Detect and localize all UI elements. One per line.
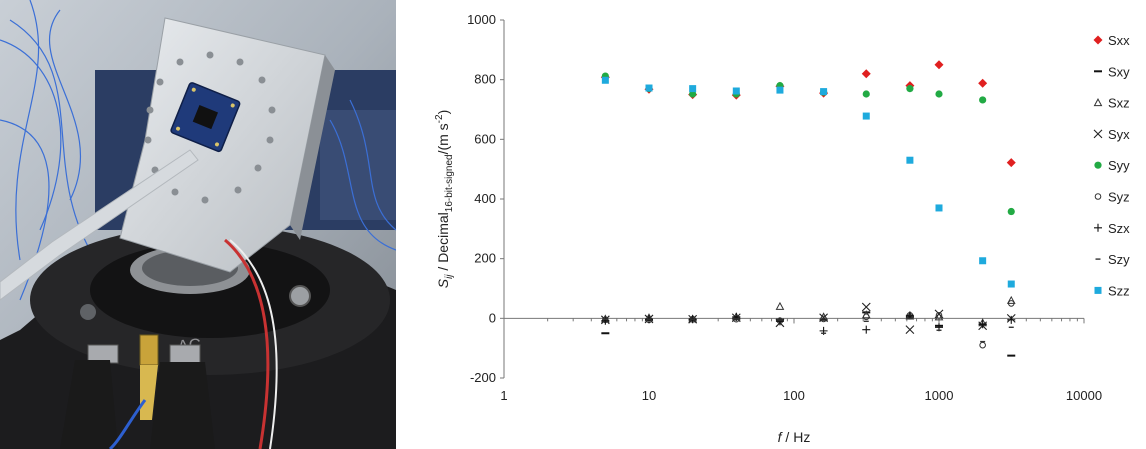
data-point-szz: [979, 257, 987, 265]
data-point-sxx: [934, 60, 944, 70]
data-point-syz: [979, 341, 986, 349]
y-ticks: -200 0 200 400 600 800 1000: [467, 12, 504, 385]
data-point-sxx: [1006, 158, 1016, 168]
x-tick-label: 1000: [925, 388, 954, 403]
data-point-szz: [601, 76, 609, 84]
data-point-szx: [862, 325, 871, 334]
y-axis-decimal-subscript: 16-bit-signed: [444, 154, 455, 212]
data-point-szz: [862, 112, 870, 120]
y-tick-label: 200: [474, 251, 496, 266]
x-tick-labels: 1 10 100 1000 10000: [500, 388, 1102, 403]
data-point-szx: [601, 316, 610, 325]
legend-label-syz: Syz: [1108, 190, 1130, 205]
photo-accelerometer-on-shaker: DC AC: [0, 0, 396, 449]
legend-marker-sxz: [1093, 98, 1103, 107]
data-point-szx: [1007, 315, 1016, 324]
y-axis-symbol: S: [435, 278, 451, 288]
y-axis-symbol-subscript: ij: [444, 274, 455, 279]
x-axis-title: f / Hz: [778, 429, 811, 445]
legend-label-sxz: Sxz: [1108, 96, 1130, 111]
data-point-syy: [979, 96, 987, 104]
x-tick-label: 10: [642, 388, 656, 403]
legend-label-szy: Szy: [1108, 252, 1130, 267]
data-point-syz: [820, 315, 827, 323]
data-point-szz: [732, 87, 740, 95]
data-point-syy: [689, 90, 697, 98]
sensitivity-chart: -200 0 200 400 600 800 1000 1 10 100 1000 10000 Sx…: [404, 0, 1146, 449]
x-tick-label: 1: [500, 388, 507, 403]
data-point-szz: [689, 85, 697, 93]
data-point-szz: [1007, 280, 1015, 288]
data-point-szz: [820, 88, 828, 96]
data-point-syz: [935, 312, 943, 319]
legend-marker-syz: [1094, 193, 1102, 200]
data-points: [600, 60, 1016, 357]
y-axis-decimal: / Decimal: [435, 212, 451, 274]
y-tick-label: -200: [470, 370, 496, 385]
y-tick-label: 400: [474, 191, 496, 206]
x-minor-ticks: [503, 318, 1085, 324]
y-axis-unit-superscript: -2: [434, 114, 445, 123]
data-point-sxz: [934, 312, 944, 321]
legend-label-szz: Szz: [1108, 283, 1130, 298]
y-axis-unit-close: ): [435, 110, 451, 115]
legend-marker-syx: [1093, 129, 1103, 139]
y-tick-label: 600: [474, 131, 496, 146]
y-tick-label: 1000: [467, 12, 496, 27]
data-point-syy: [1007, 207, 1015, 216]
data-point-szz: [935, 204, 943, 212]
legend-label-szx: Szx: [1108, 221, 1130, 236]
x-tick-label: 10000: [1066, 388, 1102, 403]
y-axis-title: Sij / Decimal16-bit-signed/(m s-2): [434, 110, 455, 289]
x-axis-unit: / Hz: [782, 429, 811, 445]
y-tick-label: 0: [489, 310, 496, 325]
data-point-szx: [978, 320, 987, 329]
legend-label-syy: Syy: [1108, 158, 1130, 173]
data-point-szz: [645, 84, 653, 92]
data-point-syz: [862, 313, 870, 321]
legend-label-syx: Syx: [1108, 127, 1130, 142]
legend-marker-szx: [1094, 223, 1102, 232]
data-point-syz: [1007, 300, 1015, 307]
x-axis-symbol: f: [778, 429, 784, 445]
axes: [503, 20, 1084, 378]
data-point-szz: [906, 156, 914, 164]
data-point-sxz: [775, 301, 785, 310]
data-point-syy: [862, 90, 870, 98]
y-axis-unit: /(m s: [435, 123, 451, 154]
data-point-sxx: [978, 78, 988, 88]
data-point-sxz: [1006, 295, 1016, 304]
legend-marker-syy: [1094, 161, 1102, 169]
data-point-syx: [905, 325, 915, 335]
data-point-syx: [861, 302, 871, 312]
legend-label-sxy: Sxy: [1108, 64, 1130, 79]
y-tick-label: 800: [474, 72, 496, 87]
data-point-szz: [776, 86, 784, 94]
data-point-szx: [775, 317, 784, 326]
legend-label-sxx: Sxx: [1108, 33, 1130, 48]
legend-marker-sxx: [1093, 35, 1103, 45]
x-tick-label: 100: [783, 388, 805, 403]
data-point-syy: [935, 90, 943, 98]
data-point-syy: [906, 85, 914, 93]
legend-marker-szz: [1094, 286, 1102, 294]
data-point-sxx: [861, 69, 871, 79]
legend: Sxx Sxy Sxz Syx Syy Syz Szx Szy Szz: [1093, 33, 1130, 298]
